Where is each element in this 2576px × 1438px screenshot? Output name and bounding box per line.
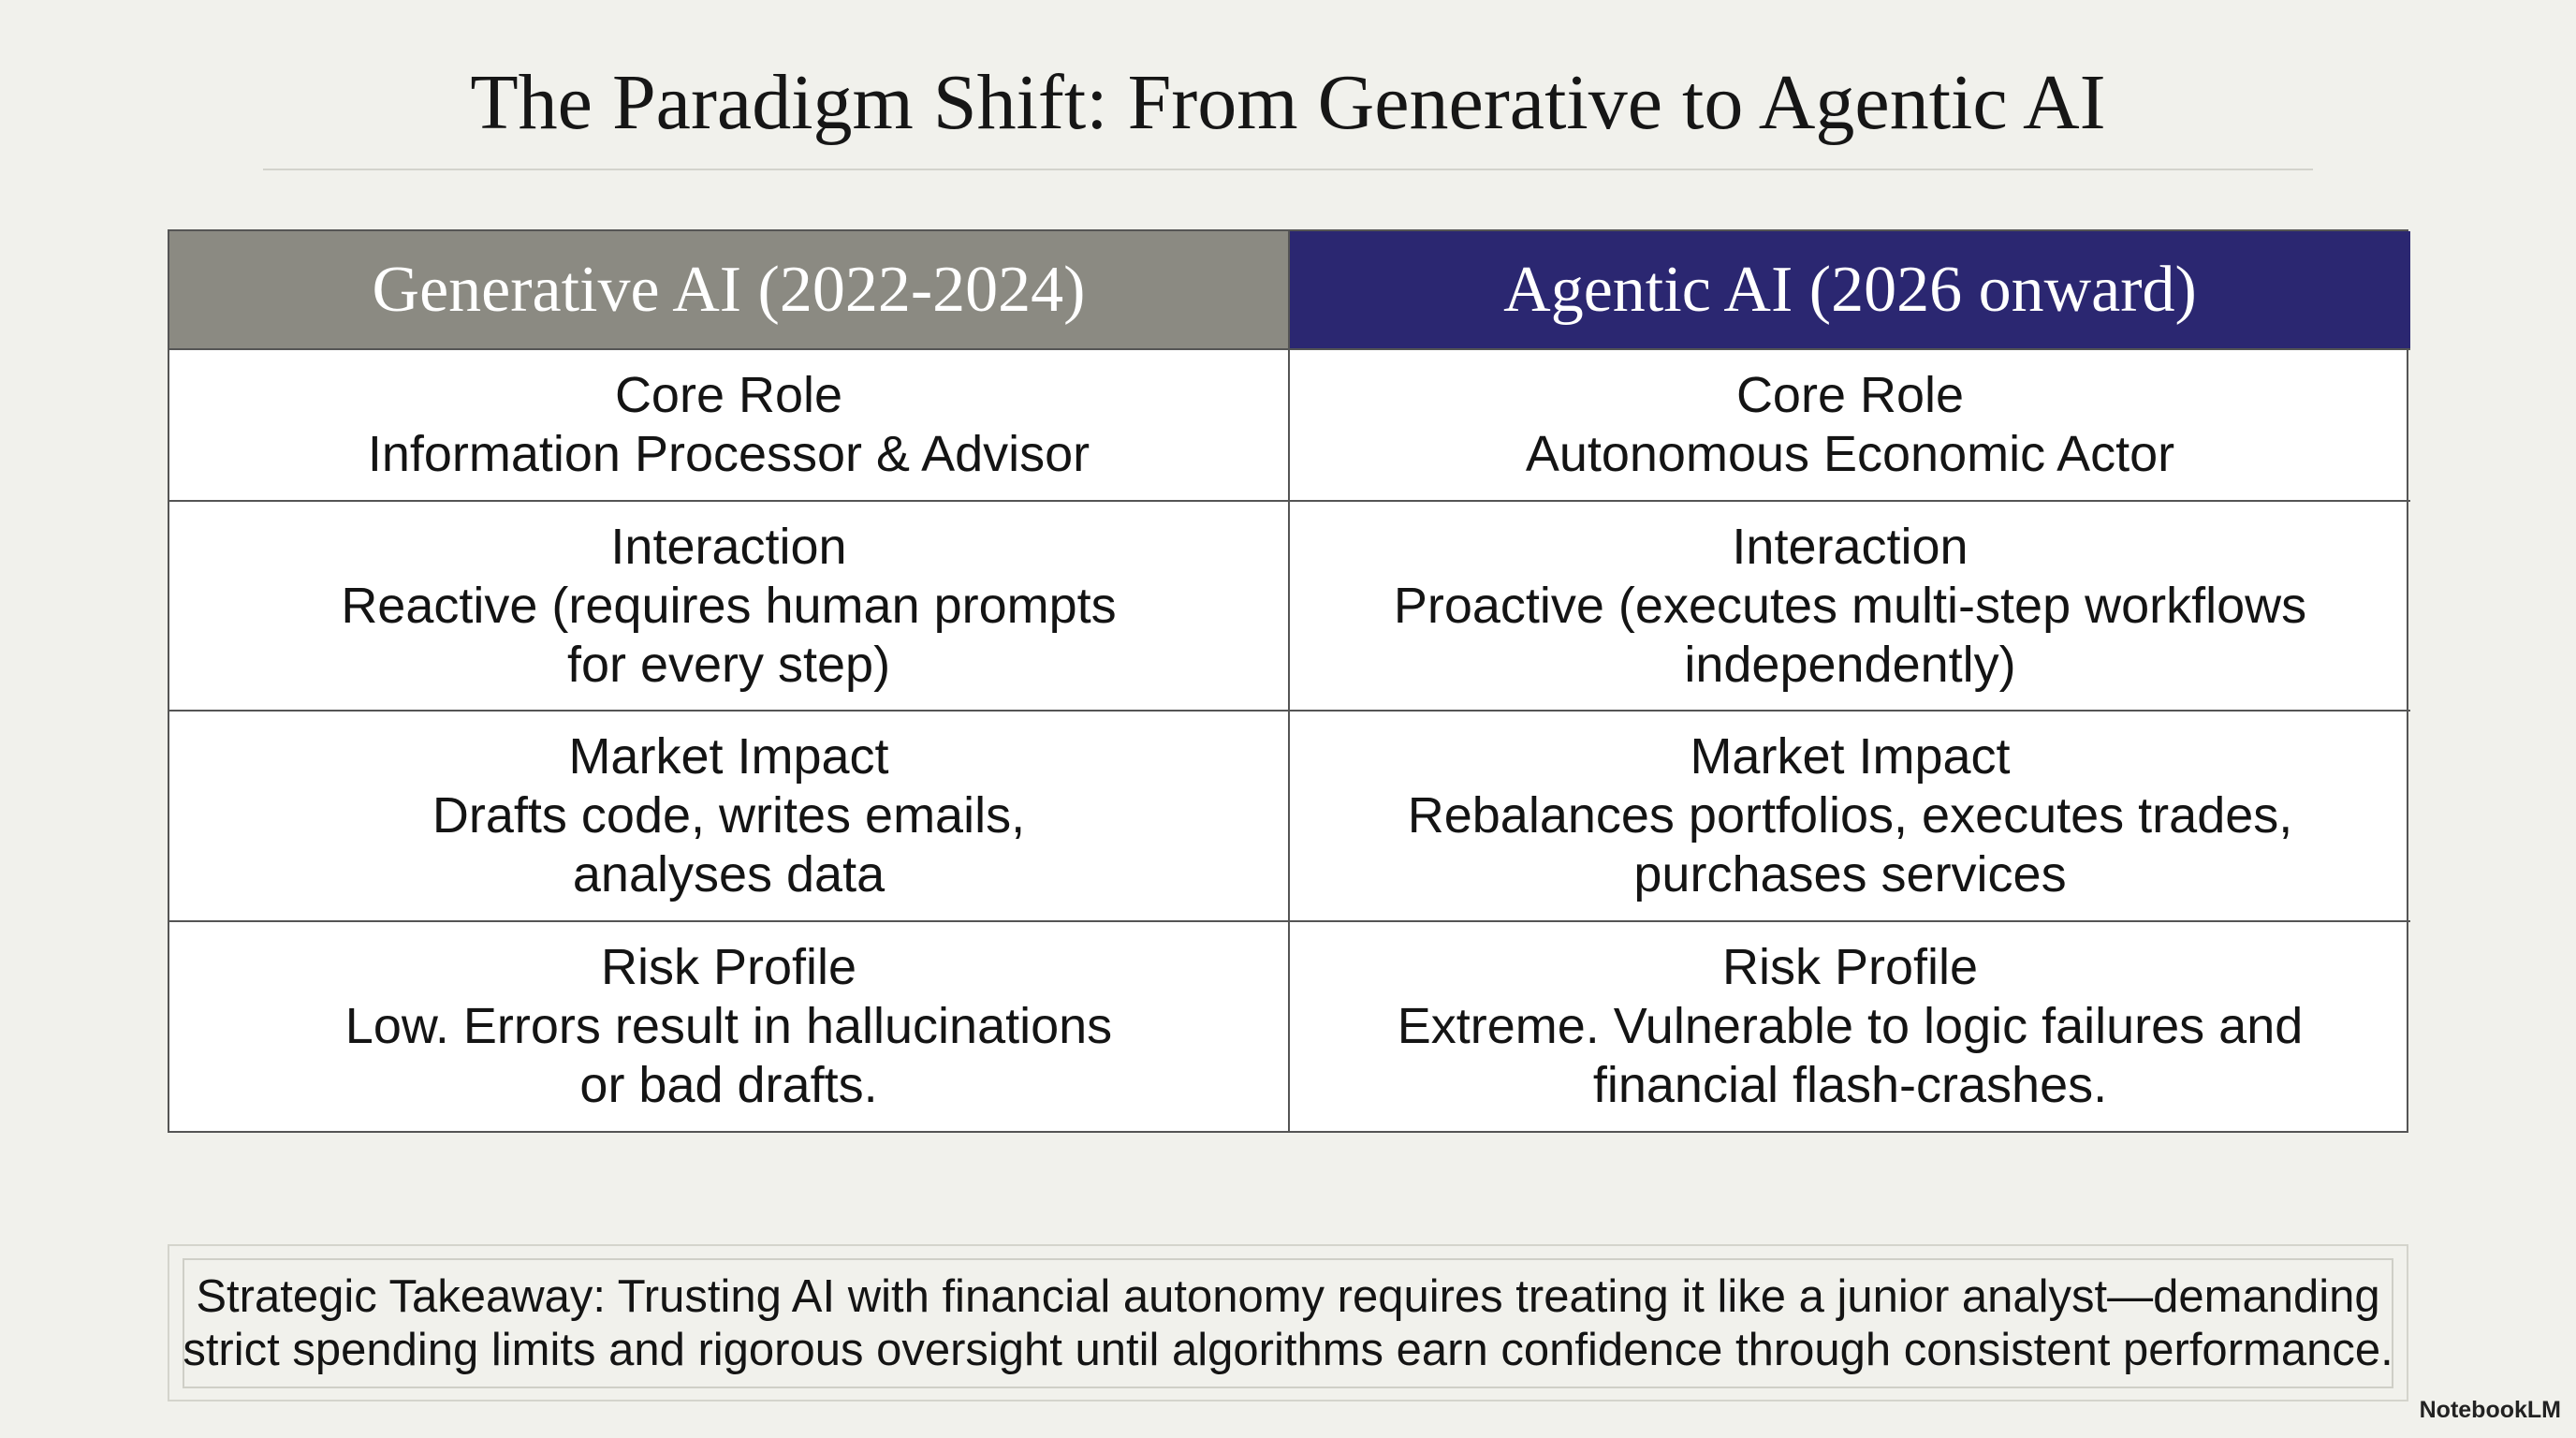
- table-cell: Market Impact Drafts code, writes emails,…: [169, 710, 1290, 920]
- cell-label: Interaction: [610, 518, 847, 575]
- column-header: Generative AI (2022-2024): [169, 231, 1290, 348]
- cell-text: Low. Errors result in hallucinations: [344, 998, 1113, 1054]
- slide-title: The Paradigm Shift: From Generative to A…: [470, 59, 2106, 146]
- cell-text: financial flash-crashes.: [1592, 1057, 2108, 1113]
- table-cell: Risk Profile Low. Errors result in halluc…: [169, 920, 1290, 1131]
- cell-label: Core Role: [1735, 367, 1965, 423]
- cell-text: Information Processor & Advisor: [367, 426, 1090, 482]
- title-rule: [263, 169, 2313, 170]
- cell-text: Proactive (executes multi-step workflows: [1393, 577, 2307, 634]
- takeaway-box: Strategic Takeaway: Trusting AI with fin…: [183, 1258, 2393, 1388]
- cell-text: Autonomous Economic Actor: [1525, 426, 2175, 482]
- cell-label: Market Impact: [568, 728, 889, 785]
- cell-text: Rebalances portfolios, executes trades,: [1407, 787, 2293, 844]
- comparison-table: Generative AI (2022-2024) Agentic AI (202…: [168, 229, 2410, 1133]
- cell-text: independently): [1684, 636, 2016, 693]
- cell-text: Extreme. Vulnerable to logic failures an…: [1397, 998, 2304, 1054]
- cell-label: Risk Profile: [600, 939, 857, 995]
- table-cell: Core Role Information Processor & Advisor: [169, 348, 1290, 500]
- cell-text: for every step): [566, 636, 891, 693]
- takeaway-frame: [168, 1244, 2408, 1401]
- cell-label: Risk Profile: [1721, 939, 1979, 995]
- cell-label: Core Role: [614, 367, 843, 423]
- table-cell: Market Impact Rebalances portfolios, exec…: [1290, 710, 2410, 920]
- table-cell: Risk Profile Extreme. Vulnerable to logic…: [1290, 920, 2410, 1131]
- cell-label: Market Impact: [1690, 728, 2011, 785]
- takeaway-text: strict spending limits and rigorous over…: [183, 1324, 2393, 1375]
- table-cell: Interaction Reactive (requires human prom…: [169, 500, 1290, 710]
- column-header: Agentic AI (2026 onward): [1290, 231, 2410, 348]
- table-cell: Interaction Proactive (executes multi-ste…: [1290, 500, 2410, 710]
- cell-label: Interaction: [1732, 518, 1969, 575]
- takeaway-text: Strategic Takeaway: Trusting AI with fin…: [196, 1270, 2380, 1322]
- cell-text: Drafts code, writes emails,: [432, 787, 1026, 844]
- cell-text: purchases services: [1633, 846, 2067, 902]
- watermark: NotebookLM: [2419, 1397, 2561, 1423]
- cell-text: Reactive (requires human prompts: [341, 577, 1117, 634]
- table-cell: Core Role Autonomous Economic Actor: [1290, 348, 2410, 500]
- cell-text: or bad drafts.: [579, 1057, 878, 1113]
- cell-text: analyses data: [572, 846, 886, 902]
